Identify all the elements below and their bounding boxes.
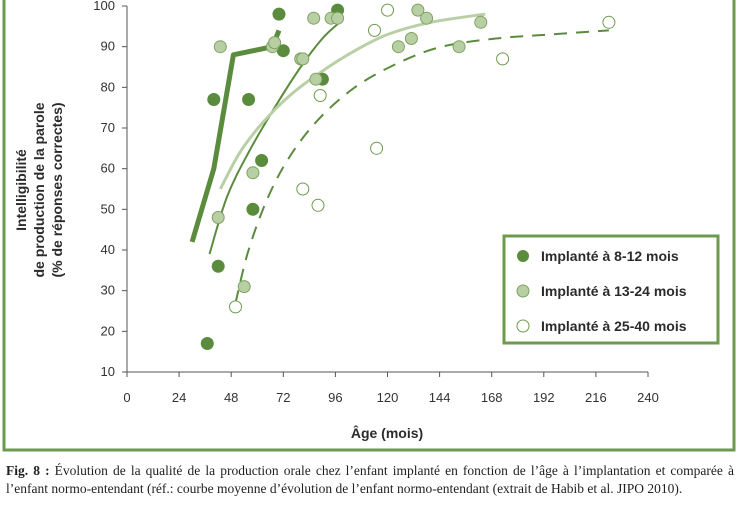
data-point-series-0 (211, 259, 225, 273)
y-tick-label: 20 (101, 323, 115, 338)
data-point-series-1 (331, 11, 345, 25)
legend-marker-25-40 (516, 319, 530, 333)
data-point-series-2 (296, 182, 310, 196)
data-point-series-1 (237, 280, 251, 294)
data-point-series-0 (200, 337, 214, 350)
y-tick-label: 80 (101, 79, 115, 94)
y-tick-label: 60 (101, 161, 115, 176)
data-point-series-2 (313, 89, 327, 102)
data-point-series-1 (296, 52, 310, 66)
figure-caption-text: Évolution de la qualité de la production… (6, 463, 734, 496)
legend-label-8-12: Implanté à 8-12 mois (541, 248, 679, 264)
data-point-series-0 (242, 93, 256, 106)
x-tick-label: 72 (276, 390, 290, 405)
data-point-series-1 (452, 40, 466, 54)
data-point-series-0 (255, 154, 269, 167)
x-tick-label: 216 (585, 390, 607, 405)
y-tick-label: 100 (93, 0, 115, 13)
figure-border (2, 0, 736, 452)
chart-figure: 10 20 30 40 50 60 70 80 90 100 0 24 48 72 96 120 144 168… (2, 0, 736, 452)
legend-box (502, 234, 720, 345)
data-point-series-0 (207, 93, 221, 106)
data-point-series-1 (307, 11, 321, 25)
y-axis-title-line-2: de production de la parole (31, 102, 47, 277)
x-tick-label: 240 (637, 390, 659, 405)
y-tick-labels: 10 20 30 40 50 60 70 80 90 100 (93, 0, 127, 379)
y-axis-title: Intelligibilité de production de la paro… (13, 102, 65, 277)
data-point-series-1 (420, 11, 434, 25)
data-point-series-1 (246, 166, 260, 180)
data-point-series-2 (368, 23, 381, 37)
x-tick-label: 192 (533, 390, 555, 405)
x-tick-label: 120 (377, 390, 399, 405)
y-tick-label: 50 (101, 201, 115, 216)
data-point-series-2 (370, 141, 384, 155)
x-tick-label: 144 (429, 390, 451, 405)
y-tick-label: 10 (101, 364, 115, 379)
data-point-series-1 (268, 36, 282, 50)
y-tick-label: 40 (101, 242, 115, 257)
x-tick-label: 48 (224, 390, 238, 405)
x-tick-label: 168 (481, 390, 503, 405)
x-axis-title: Âge (mois) (351, 424, 423, 441)
data-point-series-1 (404, 32, 418, 45)
y-axis-title-line-1: Intelligibilité (13, 149, 29, 231)
data-points (200, 3, 616, 350)
y-tick-label: 90 (101, 39, 115, 54)
y-axis-title-line-3: (% de réponses correctes) (49, 102, 65, 277)
data-point-series-1 (391, 40, 405, 54)
x-tick-labels: 0 24 48 72 96 120 144 168 192 216 240 (123, 372, 659, 405)
x-tick-label: 0 (123, 390, 130, 405)
figure-caption-label: Fig. 8 : (6, 463, 50, 478)
data-point-series-0 (246, 202, 260, 216)
data-point-series-1 (411, 3, 425, 17)
data-point-series-1 (474, 15, 488, 29)
legend-label-13-24: Implanté à 13-24 mois (541, 283, 687, 299)
curve-dashed-dark (234, 29, 609, 304)
data-point-series-2 (496, 52, 510, 66)
data-point-series-1 (309, 72, 323, 86)
x-tick-label: 24 (172, 390, 186, 405)
data-point-series-1 (211, 211, 225, 224)
legend-marker-8-12 (517, 250, 529, 262)
figure-caption: Fig. 8 : Évolution de la qualité de la p… (6, 462, 734, 516)
data-point-series-1 (213, 40, 227, 54)
y-tick-label: 70 (101, 120, 115, 135)
curve-light-solid (218, 12, 486, 190)
y-tick-label: 30 (101, 283, 115, 298)
data-point-series-0 (272, 7, 286, 21)
x-tick-label: 96 (328, 390, 342, 405)
data-point-series-2 (229, 300, 242, 314)
data-point-series-2 (311, 198, 325, 212)
legend-marker-13-24 (516, 284, 530, 298)
data-point-series-2 (381, 3, 394, 17)
curve-thin-solid-dark (208, 21, 341, 255)
data-point-series-2 (602, 15, 616, 29)
curve-thick-solid (189, 29, 282, 243)
legend-label-25-40: Implanté à 25-40 mois (541, 318, 687, 334)
legend: Implanté à 8-12 mois Implanté à 13-24 mo… (502, 234, 720, 345)
